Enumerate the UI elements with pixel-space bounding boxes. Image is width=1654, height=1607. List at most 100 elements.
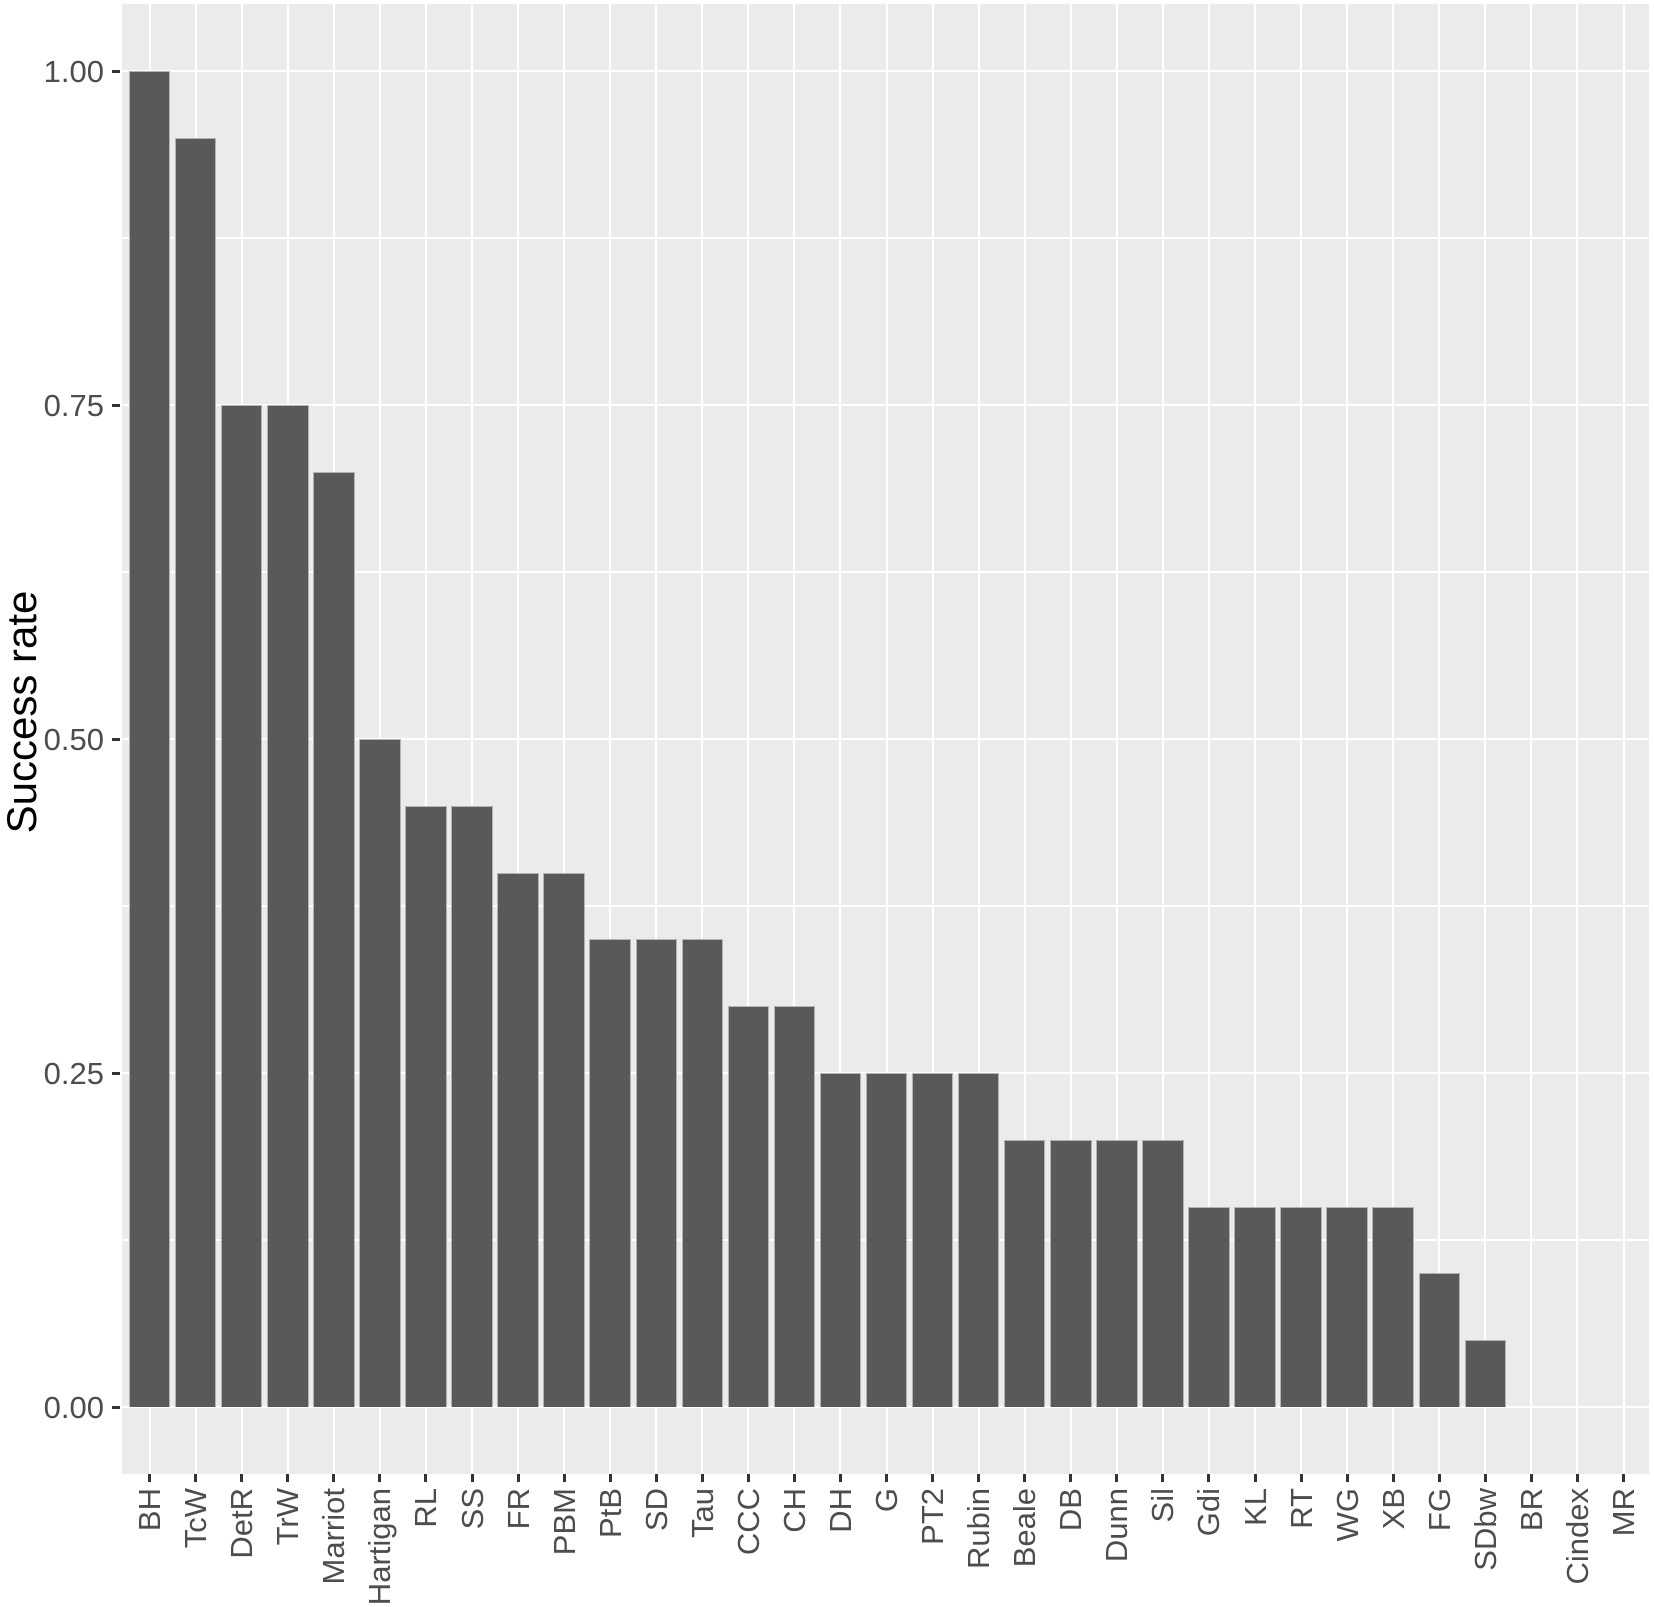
- y-tick-label: 0.00: [43, 1389, 104, 1425]
- x-tick-mark: [1391, 1474, 1395, 1482]
- x-tick-label: PBM: [546, 1488, 582, 1556]
- x-tick-label: FR: [500, 1488, 536, 1530]
- gridline-vertical: [1438, 4, 1441, 1474]
- x-tick-label: FG: [1421, 1488, 1457, 1532]
- x-tick-mark: [746, 1474, 750, 1482]
- y-tick-label: 0.75: [43, 387, 104, 423]
- x-tick-mark: [1069, 1474, 1073, 1482]
- gridline-vertical: [885, 4, 888, 1474]
- x-tick-mark: [885, 1474, 889, 1482]
- y-tick-mark: [112, 69, 120, 73]
- x-tick-mark: [1207, 1474, 1211, 1482]
- x-tick-label: DB: [1053, 1488, 1089, 1532]
- bar: [174, 137, 217, 1407]
- x-tick-mark: [562, 1474, 566, 1482]
- x-tick-mark: [332, 1474, 336, 1482]
- x-tick-label: DH: [822, 1488, 858, 1533]
- x-tick-mark: [608, 1474, 612, 1482]
- gridline-vertical: [1346, 4, 1349, 1474]
- bar: [1188, 1206, 1230, 1407]
- bar: [1096, 1139, 1138, 1407]
- x-tick-mark: [194, 1474, 198, 1482]
- x-tick-mark: [378, 1474, 382, 1482]
- gridline-vertical: [424, 4, 427, 1474]
- x-tick-label: CH: [776, 1488, 812, 1533]
- gridline-minor: [122, 237, 1649, 239]
- bar: [773, 1006, 816, 1407]
- bar: [313, 471, 355, 1407]
- gridline-minor: [122, 571, 1649, 573]
- gridline-vertical: [1530, 4, 1533, 1474]
- x-tick-label: Marriot: [316, 1488, 352, 1585]
- bar: [1003, 1139, 1046, 1407]
- gridline-minor: [122, 905, 1649, 907]
- y-tick-mark: [112, 1405, 120, 1409]
- x-tick-label: MR: [1606, 1488, 1641, 1537]
- x-tick-label: G: [869, 1488, 905, 1513]
- gridline-major: [122, 404, 1649, 406]
- bar: [451, 805, 493, 1407]
- gridline-vertical: [1069, 4, 1072, 1474]
- gridline-vertical: [793, 4, 796, 1474]
- x-tick-label: Hartigan: [362, 1488, 398, 1606]
- x-tick-mark: [1529, 1474, 1533, 1482]
- bar: [1280, 1206, 1322, 1407]
- gridline-vertical: [1392, 4, 1395, 1474]
- bar: [405, 805, 447, 1407]
- x-tick-label: CCC: [730, 1488, 766, 1556]
- x-tick-label: KL: [1237, 1488, 1273, 1526]
- gridline-vertical: [931, 4, 934, 1474]
- x-tick-label: XB: [1375, 1488, 1411, 1530]
- x-tick-mark: [1299, 1474, 1303, 1482]
- x-tick-label: PtB: [592, 1488, 628, 1538]
- bar: [543, 872, 585, 1407]
- bar: [727, 1006, 770, 1407]
- gridline-vertical: [1023, 4, 1026, 1474]
- x-tick-label: BR: [1513, 1488, 1549, 1532]
- x-tick-mark: [470, 1474, 474, 1482]
- gridline-vertical: [747, 4, 750, 1474]
- bar: [497, 872, 539, 1407]
- x-tick-label: Sil: [1145, 1488, 1181, 1523]
- x-tick-label: Rubin: [961, 1488, 997, 1569]
- x-tick-label: SS: [454, 1488, 490, 1530]
- gridline-vertical: [1300, 4, 1303, 1474]
- x-tick-mark: [1115, 1474, 1119, 1482]
- bar: [865, 1073, 908, 1407]
- y-tick-mark: [112, 1071, 120, 1075]
- x-tick-mark: [1622, 1474, 1625, 1482]
- x-tick-mark: [1253, 1474, 1257, 1482]
- gridline-vertical: [1115, 4, 1118, 1474]
- gridline-vertical: [977, 4, 980, 1474]
- gridline-vertical: [655, 4, 658, 1474]
- y-tick-mark: [112, 403, 120, 407]
- x-tick-mark: [977, 1474, 981, 1482]
- bar: [681, 939, 724, 1407]
- bar: [1234, 1206, 1276, 1407]
- gridline-vertical: [1254, 4, 1257, 1474]
- x-tick-label: RL: [408, 1488, 444, 1528]
- x-tick-mark: [148, 1474, 152, 1482]
- gridline-major: [122, 1406, 1649, 1408]
- bar: [267, 405, 309, 1407]
- bar: [1372, 1206, 1414, 1407]
- x-tick-label: TrW: [270, 1488, 306, 1546]
- bar: [1418, 1273, 1460, 1407]
- gridline-major: [122, 70, 1649, 72]
- gridline-major: [122, 738, 1649, 740]
- x-tick-mark: [1023, 1474, 1027, 1482]
- x-tick-mark: [838, 1474, 842, 1482]
- gridline-vertical: [563, 4, 566, 1474]
- bar: [635, 939, 677, 1407]
- y-tick-label: 0.25: [43, 1055, 104, 1091]
- gridline-vertical: [1207, 4, 1210, 1474]
- x-tick-label: SDbw: [1467, 1488, 1503, 1571]
- bar: [128, 71, 171, 1407]
- x-tick-label: Tau: [684, 1488, 720, 1538]
- x-tick-label: Dunn: [1099, 1488, 1135, 1563]
- x-tick-mark: [654, 1474, 658, 1482]
- gridline-vertical: [1576, 4, 1579, 1474]
- plot-panel: [122, 4, 1649, 1474]
- bar: [911, 1073, 954, 1407]
